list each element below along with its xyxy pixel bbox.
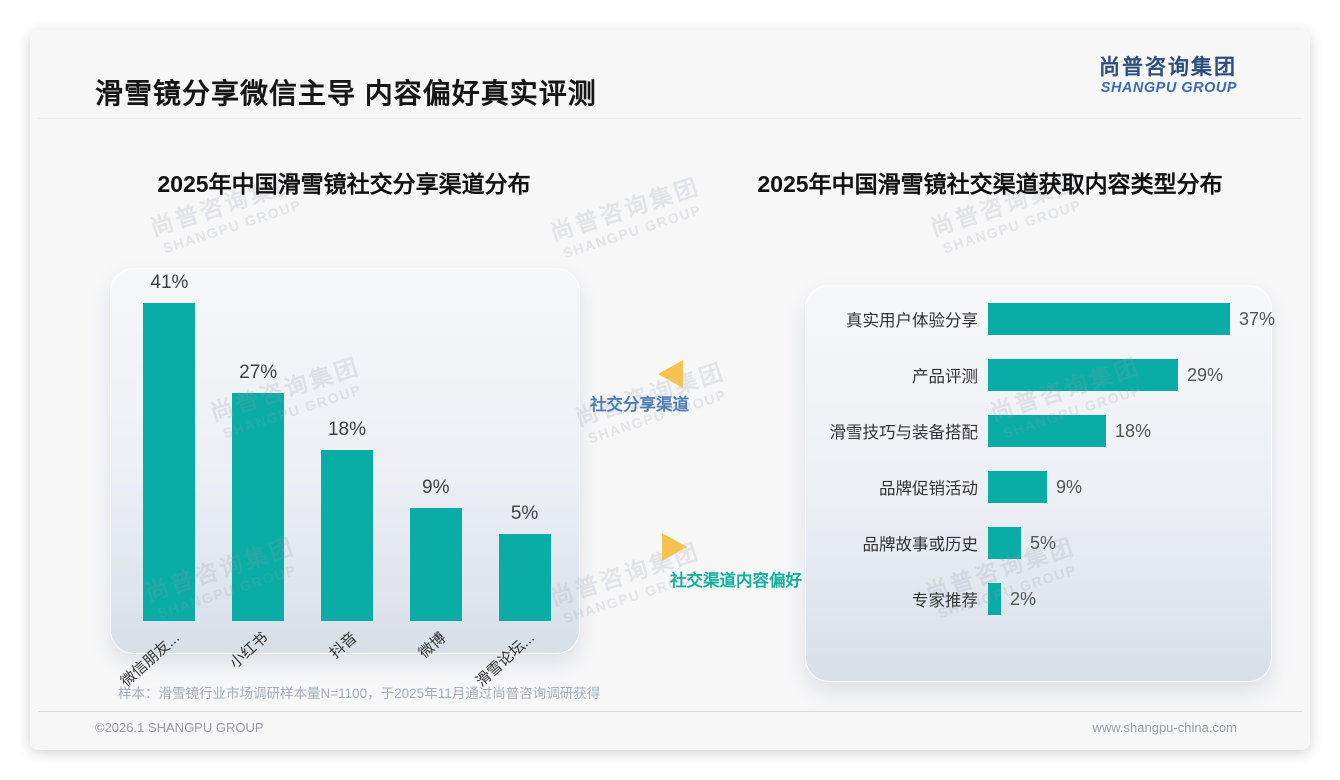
bar [988,415,1106,447]
bar-value-label: 9% [1056,476,1083,497]
bar-value-label: 5% [1030,532,1057,553]
bar [409,508,462,621]
bar-row: 真实用户体验分享 37% [816,291,1275,347]
right-pointing-triangle-icon [662,533,687,561]
bar-row: 滑雪技巧与装备搭配 18% [816,403,1265,459]
company-logo: 尚普咨询集团 SHANGPU GROUP [1099,56,1237,97]
bar [498,534,551,621]
bar [988,303,1230,335]
bar-value-label: 18% [327,419,366,440]
bar-value-label: 37% [1239,308,1276,329]
x-axis-label: 小红书 [226,629,272,672]
category-label: 品牌促销活动 [879,480,978,498]
right-chart-title: 2025年中国滑雪镜社交渠道获取内容类型分布 [757,171,1223,197]
category-label: 真实用户体验分享 [846,312,978,330]
bar-row: 品牌故事或历史 5% [816,515,1265,571]
logo-english-text: SHANGPU GROUP [1100,80,1237,97]
category-label: 品牌故事或历史 [862,536,979,554]
bar [143,303,196,621]
left-chart-bars: 41% 27% 18% 9% 5% [125,269,569,621]
bar-value-label: 2% [1010,588,1037,609]
watermark-english: SHANGPU GROUP [560,201,704,262]
website-text: www.shangpu-china.com [1092,720,1237,735]
logo-chinese-text: 尚普咨询集团 [1099,56,1237,79]
footer-divider [38,711,1302,712]
bar-column: 9% [391,477,480,621]
bar-value-label: 9% [422,477,450,498]
bar-value-label: 29% [1187,364,1224,385]
category-label: 专家推荐 [912,592,978,610]
category-label: 滑雪技巧与装备搭配 [829,424,979,442]
bar [988,583,1001,615]
left-annotation-label: 社交分享渠道 [590,396,689,414]
x-axis-label: 微博 [415,629,450,662]
right-chart-card: 真实用户体验分享 37% 产品评测 29% 滑雪技巧与装备搭配 18% 品牌促销活动 9% 品牌… [805,285,1275,682]
bar-value-label: 41% [150,272,189,293]
report-slide: 滑雪镜分享微信主导 内容偏好真实评测 尚普咨询集团 SHANGPU GROUP … [30,30,1310,750]
bar-column: 18% [303,419,392,621]
bar [232,393,285,621]
title-divider [38,118,1302,119]
bar-value-label: 18% [1115,420,1152,441]
bar [988,527,1021,559]
bar-row: 品牌促销活动 9% [816,459,1265,515]
bar-value-label: 27% [239,362,278,383]
left-chart-card: 41% 27% 18% 9% 5% 微信朋友... 小红书 抖音 微博 滑雪论坛... [110,268,580,690]
bar [320,450,373,621]
bar [988,471,1047,503]
bar [988,359,1178,391]
bar-column: 5% [480,503,569,621]
copyright-text: ©2026.1 SHANGPU GROUP [95,720,264,735]
watermark-english: SHANGPU GROUP [940,196,1084,257]
bar-column: 41% [125,272,214,621]
category-label: 产品评测 [912,368,978,386]
bar-column: 27% [214,362,303,621]
watermark-english: SHANGPU GROUP [160,196,304,257]
left-pointing-triangle-icon [658,360,683,388]
bar-value-label: 5% [510,503,539,524]
left-chart-title: 2025年中国滑雪镜社交分享渠道分布 [157,171,531,197]
page-title: 滑雪镜分享微信主导 内容偏好真实评测 [95,78,597,109]
sample-note: 样本：滑雪镜行业市场调研样本量N=1100，于2025年11月通过尚普咨询调研获… [118,686,601,701]
right-chart-rows: 真实用户体验分享 37% 产品评测 29% 滑雪技巧与装备搭配 18% 品牌促销活动 9% 品牌… [816,291,1275,627]
right-annotation-label: 社交渠道内容偏好 [670,572,802,590]
bar-row: 产品评测 29% [816,347,1265,403]
x-axis-label: 抖音 [326,629,361,662]
bar-row: 专家推荐 2% [816,571,1265,627]
